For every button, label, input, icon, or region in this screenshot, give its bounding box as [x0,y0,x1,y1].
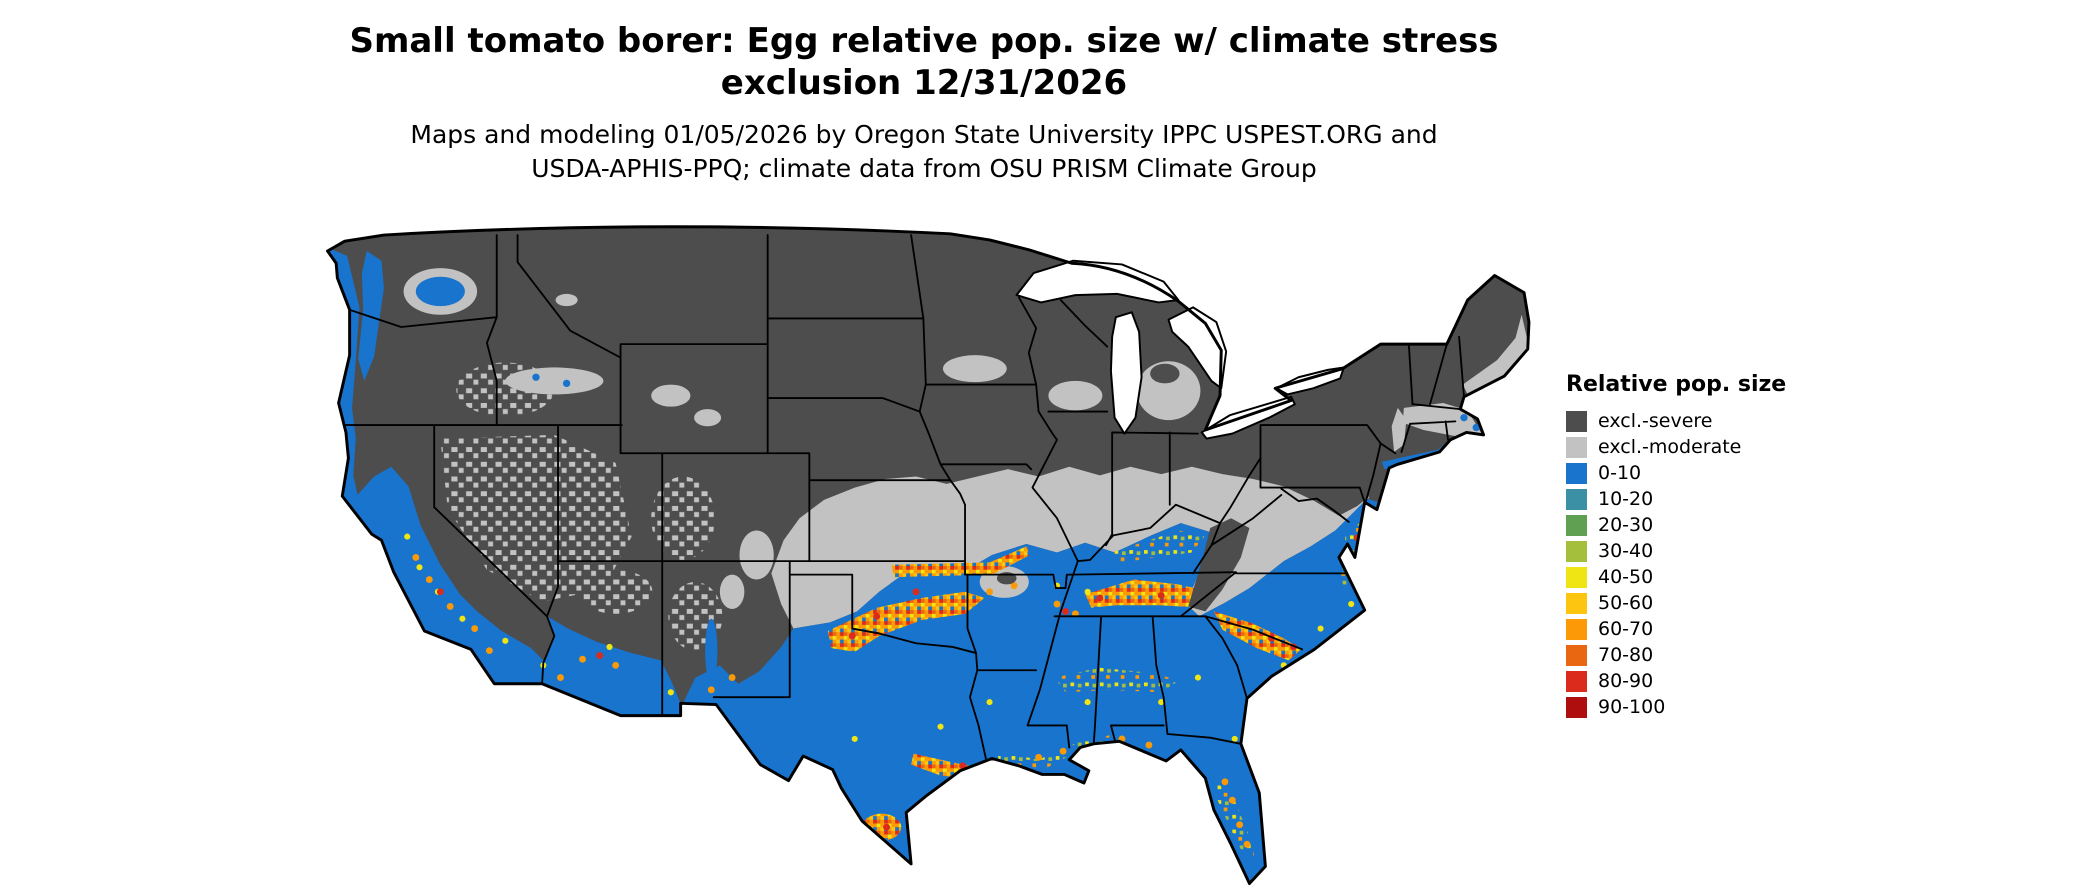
great-lakes [1015,259,1345,440]
legend-item: 10-20 [1566,489,1786,510]
us-map-svg [326,225,1531,886]
legend-swatch-70-80 [1566,645,1587,666]
legend-swatch-50-60 [1566,593,1587,614]
legend-swatch-60-70 [1566,619,1587,640]
legend-swatch-80-90 [1566,671,1587,692]
legend-item: 80-90 [1566,671,1786,692]
legend-label: excl.-severe [1598,410,1713,432]
legend-swatch-excl-severe [1566,411,1587,432]
legend-label: 60-70 [1598,618,1654,640]
figure-title-line1: Small tomato borer: Egg relative pop. si… [349,21,1499,61]
legend-item: 50-60 [1566,593,1786,614]
credit-line2: USDA-APHIS-PPQ; climate data from OSU PR… [531,154,1317,183]
legend-item: 60-70 [1566,619,1786,640]
us-map [300,224,1532,886]
legend-label: 0-10 [1598,462,1642,484]
map-region-high-population-bands [827,523,1370,857]
state-borders [345,234,1465,760]
legend-swatch-10-20 [1566,489,1587,510]
legend-item: 90-100 [1566,697,1786,718]
map-specks-yellow [404,533,1355,742]
legend-label: excl.-moderate [1598,436,1742,458]
legend-label: 40-50 [1598,566,1654,588]
legend-item: 0-10 [1566,463,1786,484]
figure-title-line2: exclusion 12/31/2026 [720,63,1128,103]
legend-item: excl.-severe [1566,411,1786,432]
legend-swatch-0-10 [1566,463,1587,484]
map-legend: Relative pop. size excl.-severe excl.-mo… [1566,372,1786,723]
figure-credits: Maps and modeling 01/05/2026 by Oregon S… [349,118,1498,186]
legend-label: 10-20 [1598,488,1654,510]
us-outline [326,225,1531,886]
legend-swatch-excl-moderate [1566,437,1587,458]
legend-label: 80-90 [1598,670,1654,692]
legend-swatch-40-50 [1566,567,1587,588]
legend-item: excl.-moderate [1566,437,1786,458]
legend-swatch-30-40 [1566,541,1587,562]
legend-label: 20-30 [1598,514,1654,536]
legend-label: 70-80 [1598,644,1654,666]
legend-item: 20-30 [1566,515,1786,536]
legend-title: Relative pop. size [1566,372,1787,397]
legend-label: 50-60 [1598,592,1654,614]
credit-line1: Maps and modeling 01/05/2026 by Oregon S… [410,120,1438,149]
legend-item: 40-50 [1566,567,1786,588]
legend-swatch-90-100 [1566,697,1587,718]
legend-swatch-20-30 [1566,515,1587,536]
legend-item: 30-40 [1566,541,1786,562]
legend-item: 70-80 [1566,645,1786,666]
map-region-severe-inliers [996,363,1250,612]
legend-label: 90-100 [1598,696,1666,718]
legend-label: 30-40 [1598,540,1654,562]
map-specks-red [436,534,1361,831]
lake-michigan [1109,311,1143,435]
figure-header: Small tomato borer: Egg relative pop. si… [349,20,1498,186]
